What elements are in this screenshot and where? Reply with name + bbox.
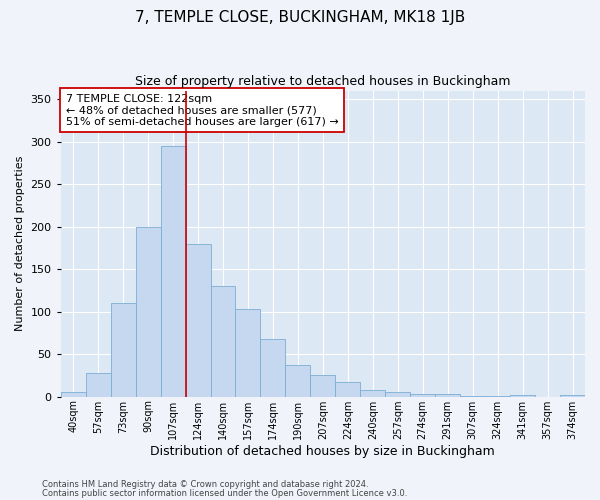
Text: 7, TEMPLE CLOSE, BUCKINGHAM, MK18 1JB: 7, TEMPLE CLOSE, BUCKINGHAM, MK18 1JB <box>135 10 465 25</box>
Bar <box>361 390 385 396</box>
Bar <box>185 244 211 396</box>
Bar <box>310 376 335 396</box>
Bar <box>435 394 460 396</box>
Bar <box>335 382 361 396</box>
Y-axis label: Number of detached properties: Number of detached properties <box>15 156 25 332</box>
Text: 7 TEMPLE CLOSE: 122sqm
← 48% of detached houses are smaller (577)
51% of semi-de: 7 TEMPLE CLOSE: 122sqm ← 48% of detached… <box>66 94 339 127</box>
Bar <box>86 373 110 396</box>
Bar <box>110 303 136 396</box>
Bar <box>260 339 286 396</box>
Text: Contains HM Land Registry data © Crown copyright and database right 2024.: Contains HM Land Registry data © Crown c… <box>42 480 368 489</box>
Bar <box>61 392 86 396</box>
Bar <box>211 286 235 397</box>
Bar <box>286 365 310 396</box>
Bar <box>560 395 585 396</box>
Bar <box>235 309 260 396</box>
Bar <box>510 395 535 396</box>
Text: Contains public sector information licensed under the Open Government Licence v3: Contains public sector information licen… <box>42 489 407 498</box>
Bar <box>161 146 185 397</box>
Bar <box>410 394 435 396</box>
X-axis label: Distribution of detached houses by size in Buckingham: Distribution of detached houses by size … <box>151 444 495 458</box>
Title: Size of property relative to detached houses in Buckingham: Size of property relative to detached ho… <box>135 75 511 88</box>
Bar <box>136 226 161 396</box>
Bar <box>385 392 410 396</box>
